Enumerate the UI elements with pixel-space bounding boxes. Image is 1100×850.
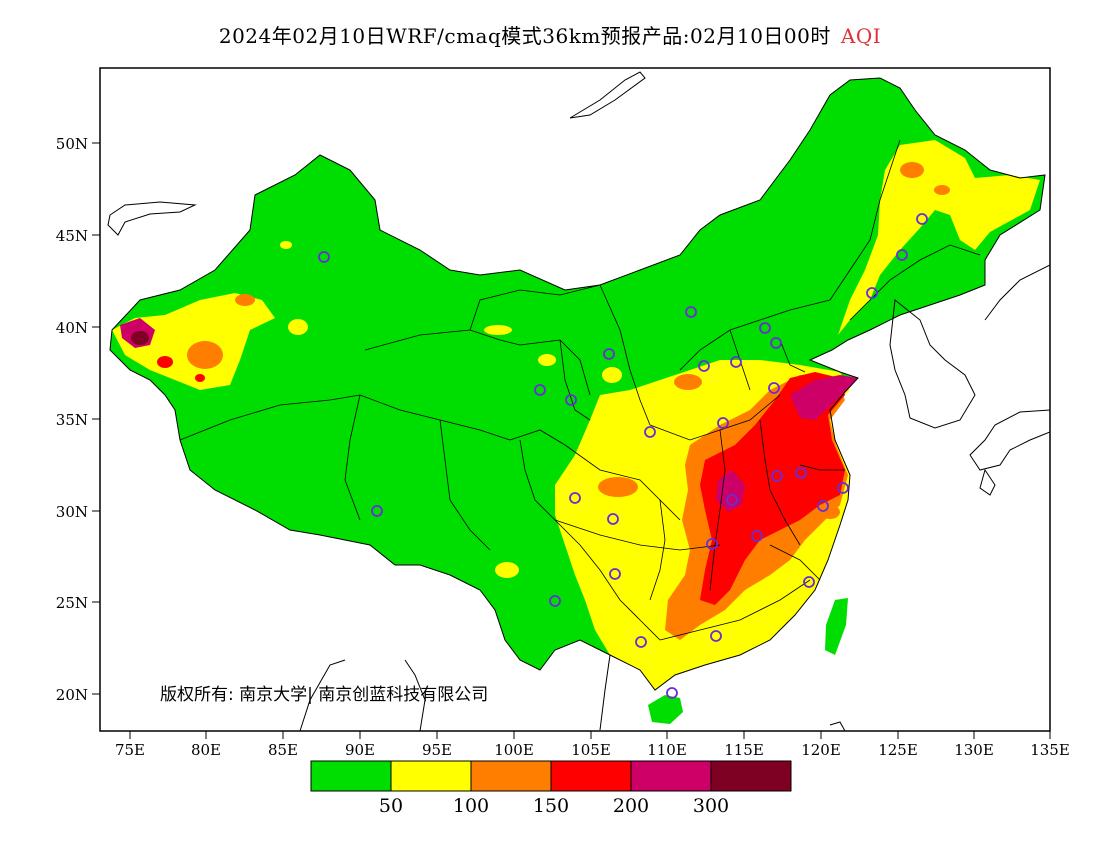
patch-usg bbox=[598, 477, 638, 497]
region-aqi-very-unhealthy bbox=[790, 375, 858, 420]
lon-label: 120E bbox=[801, 741, 841, 759]
legend-swatch bbox=[390, 760, 472, 792]
lat-labels: 50N 45N 40N 35N 30N 25N 20N bbox=[56, 135, 88, 704]
patch-usg bbox=[820, 505, 840, 519]
lat-label: 40N bbox=[56, 319, 88, 337]
patch-moderate bbox=[288, 319, 308, 335]
patch-moderate bbox=[602, 367, 622, 383]
map-title-main: 2024年02月10日WRF/cmaq模式36km预报产品:02月10日00时 bbox=[218, 24, 831, 48]
patch-usg bbox=[187, 341, 223, 369]
copyright-text: 版权所有: 南京大学| 南京创蓝科技有限公司 bbox=[160, 685, 489, 705]
lat-label: 30N bbox=[56, 503, 88, 521]
map-title: 2024年02月10日WRF/cmaq模式36km预报产品:02月10日00时 A… bbox=[0, 20, 1100, 49]
patch-moderate bbox=[280, 241, 292, 249]
legend-label: 50 bbox=[379, 795, 403, 817]
legend-label: 300 bbox=[693, 795, 729, 817]
legend-swatch bbox=[630, 760, 712, 792]
map-title-variable: AQI bbox=[840, 24, 882, 48]
legend-colorbar bbox=[310, 760, 792, 792]
lon-label: 115E bbox=[724, 741, 764, 759]
legend-label: 100 bbox=[453, 795, 489, 817]
legend-swatch bbox=[310, 760, 392, 792]
region-taiwan bbox=[825, 598, 848, 655]
city-markers bbox=[318, 213, 928, 699]
lon-label: 80E bbox=[191, 741, 221, 759]
lat-ticks bbox=[92, 142, 100, 695]
lat-label: 35N bbox=[56, 411, 88, 429]
legend-labels: 50 100 150 200 300 bbox=[379, 795, 729, 817]
legend-label: 150 bbox=[533, 795, 569, 817]
patch-moderate bbox=[484, 325, 512, 335]
patch-unhealthy bbox=[195, 374, 205, 382]
patch-usg bbox=[934, 185, 950, 195]
lon-label: 95E bbox=[422, 741, 452, 759]
lon-labels: 75E 80E 85E 90E 95E 100E 105E 110E 115E … bbox=[115, 741, 1070, 759]
patch-hazardous bbox=[131, 331, 149, 345]
lat-label: 25N bbox=[56, 594, 88, 612]
patch-usg bbox=[674, 374, 702, 390]
lat-label: 50N bbox=[56, 135, 88, 153]
patch-usg bbox=[235, 294, 255, 306]
patch-usg bbox=[900, 162, 924, 178]
lon-label: 110E bbox=[647, 741, 687, 759]
lon-label: 85E bbox=[268, 741, 298, 759]
legend-swatch bbox=[710, 760, 792, 792]
legend-swatch bbox=[550, 760, 632, 792]
province-boundaries bbox=[179, 139, 981, 641]
region-hainan bbox=[648, 695, 683, 724]
lon-label: 135E bbox=[1030, 741, 1070, 759]
lon-label: 125E bbox=[878, 741, 918, 759]
region-aqi-moderate-west bbox=[112, 293, 275, 390]
patch-unhealthy bbox=[157, 356, 173, 368]
neighbor-coastlines bbox=[107, 71, 1050, 731]
lon-label: 105E bbox=[571, 741, 611, 759]
lon-ticks bbox=[129, 731, 1051, 739]
region-aqi-very-unhealthy bbox=[716, 470, 745, 512]
lon-label: 100E bbox=[494, 741, 534, 759]
region-aqi-moderate-northeast bbox=[838, 140, 1040, 335]
map-frame bbox=[99, 67, 1051, 732]
legend-label: 200 bbox=[613, 795, 649, 817]
lat-label: 45N bbox=[56, 227, 88, 245]
lon-label: 75E bbox=[115, 741, 145, 759]
patch-moderate bbox=[538, 354, 556, 366]
legend-swatch bbox=[470, 760, 552, 792]
patch-moderate bbox=[495, 562, 519, 578]
lon-label: 90E bbox=[345, 741, 375, 759]
national-boundary bbox=[109, 77, 1046, 691]
lon-label: 130E bbox=[954, 741, 994, 759]
lat-label: 20N bbox=[56, 686, 88, 704]
region-aqi-unhealthy bbox=[700, 372, 845, 605]
